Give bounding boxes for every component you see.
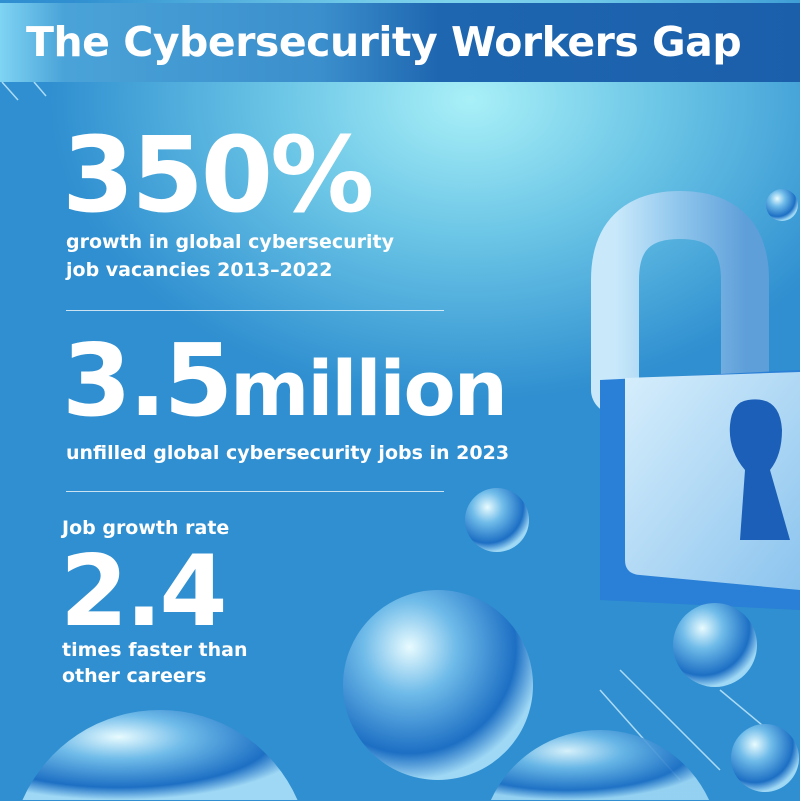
stat-value: 350%: [62, 114, 374, 236]
stat-description-line: unfilled global cybersecurity jobs in 20…: [66, 442, 510, 464]
divider: [66, 491, 444, 492]
stat-label: Job growth rate: [62, 517, 230, 539]
stat-unit: million: [230, 344, 508, 433]
stat-description-line: growth in global cybersecurity: [66, 231, 395, 253]
stat-description-line: job vacancies 2013–2022: [66, 259, 333, 281]
stat-value: 2.4: [60, 535, 228, 649]
padlock-icon: [591, 190, 800, 610]
stat-description-line: other careers: [62, 665, 207, 687]
page-title: The Cybersecurity Workers Gap: [26, 18, 742, 66]
title-banner: The Cybersecurity Workers Gap: [0, 3, 800, 82]
stat-description-line: times faster than: [62, 639, 248, 661]
stat-value: 3.5: [62, 322, 233, 439]
divider: [66, 310, 444, 311]
bubbles: [22, 189, 799, 800]
